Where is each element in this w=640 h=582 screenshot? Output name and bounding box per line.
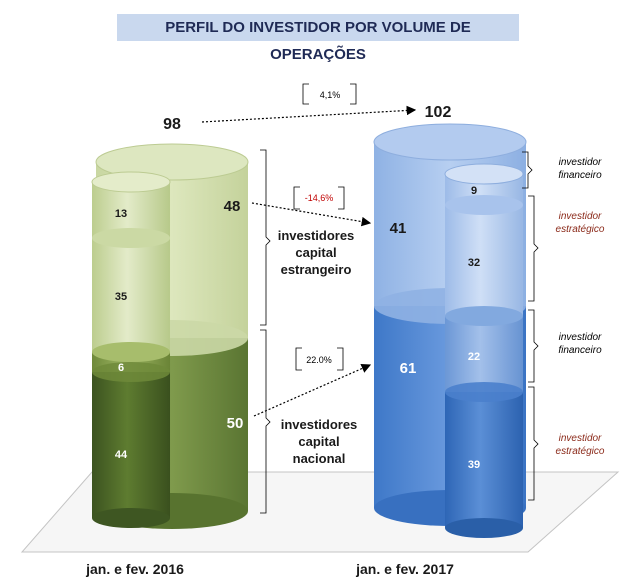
bar-2016-boundary-2 xyxy=(92,342,170,362)
value-2017-national: 61 xyxy=(400,360,417,377)
bar-2017-boundary-1 xyxy=(445,382,523,402)
bar-2016-top-front xyxy=(91,171,171,193)
bar-2017-national-estrategico xyxy=(445,392,523,528)
total-2017: 102 xyxy=(425,104,452,121)
bar-2016-boundary-1 xyxy=(92,362,170,382)
total-2016: 98 xyxy=(163,116,181,133)
right-label-2-line1: investidor xyxy=(559,211,602,222)
value-2017-foreign-financeiro: 9 xyxy=(471,185,477,197)
cylinders-2017 xyxy=(373,123,527,538)
bracket-foreign-2016 xyxy=(260,149,271,326)
value-2016-foreign: 48 xyxy=(224,198,241,215)
bar-2017-boundary-3 xyxy=(445,195,523,215)
label-national-line2: capital xyxy=(298,434,339,449)
label-foreign-line2: capital xyxy=(295,245,336,260)
bracket-2017-3 xyxy=(528,309,539,383)
right-label-4-line1: investidor xyxy=(559,433,602,444)
label-national-line3: nacional xyxy=(293,451,346,466)
right-label-3-line1: investidor xyxy=(559,332,602,343)
label-national-line1: investidores xyxy=(281,417,358,432)
label-foreign-line1: investidores xyxy=(278,228,355,243)
right-label-1-line1: investidor xyxy=(559,157,602,168)
bar-2016-front-bottom xyxy=(92,508,170,528)
arrow-foreign xyxy=(251,202,372,227)
value-2016-national: 50 xyxy=(227,415,244,432)
bar-2016-top-back xyxy=(95,143,249,181)
value-2016-foreign-financeiro: 13 xyxy=(115,208,127,220)
bar-2017-national-financeiro xyxy=(445,316,523,392)
bracket-2017-2 xyxy=(528,195,539,302)
value-2017-foreign-estrategico: 32 xyxy=(468,257,480,269)
bar-2017-foreign-estrategico xyxy=(445,205,523,316)
right-label-3-line2: financeiro xyxy=(558,345,602,356)
cylinders-2016 xyxy=(91,143,249,529)
bar-2016-boundary-3 xyxy=(92,228,170,248)
change-box-total-bracket xyxy=(302,83,357,105)
right-label-4-line2: estratégico xyxy=(556,446,605,457)
bracket-2017-4 xyxy=(528,386,539,501)
change-national: 22.0% xyxy=(306,355,332,365)
value-2016-foreign-estrategico: 35 xyxy=(115,291,127,303)
change-box-national-bracket xyxy=(295,347,344,371)
value-2017-national-financeiro: 22 xyxy=(468,351,480,363)
value-2016-national-financeiro: 44 xyxy=(115,449,128,461)
change-foreign: -14,6% xyxy=(305,193,334,203)
value-2017-national-estrategico: 39 xyxy=(468,459,480,471)
bar-2017-top-back xyxy=(373,123,527,161)
bar-2016-national-financeiro xyxy=(92,372,170,518)
bar-2017-top-front xyxy=(444,163,524,185)
arrow-national xyxy=(253,363,372,417)
change-box-foreign-bracket xyxy=(293,186,345,210)
bar-2017-boundary-2 xyxy=(445,306,523,326)
arrow-total xyxy=(201,105,417,123)
change-total: 4,1% xyxy=(320,90,341,100)
bracket-2017-1 xyxy=(522,151,533,189)
category-2017: jan. e fev. 2017 xyxy=(355,561,454,577)
bar-2016-foreign-estrategico xyxy=(92,238,170,352)
right-label-2-line2: estratégico xyxy=(556,224,605,235)
bracket-national-2016 xyxy=(260,329,271,514)
label-foreign-line3: estrangeiro xyxy=(281,262,352,277)
bar-2017-front-bottom xyxy=(445,518,523,538)
category-2016: jan. e fev. 2016 xyxy=(85,561,184,577)
value-2016-national-estrategico: 6 xyxy=(118,362,124,374)
right-label-1-line2: financeiro xyxy=(558,170,602,181)
value-2017-foreign: 41 xyxy=(390,220,407,237)
chart-title: PERFIL DO INVESTIDOR POR VOLUME DE OPERA… xyxy=(117,14,519,63)
